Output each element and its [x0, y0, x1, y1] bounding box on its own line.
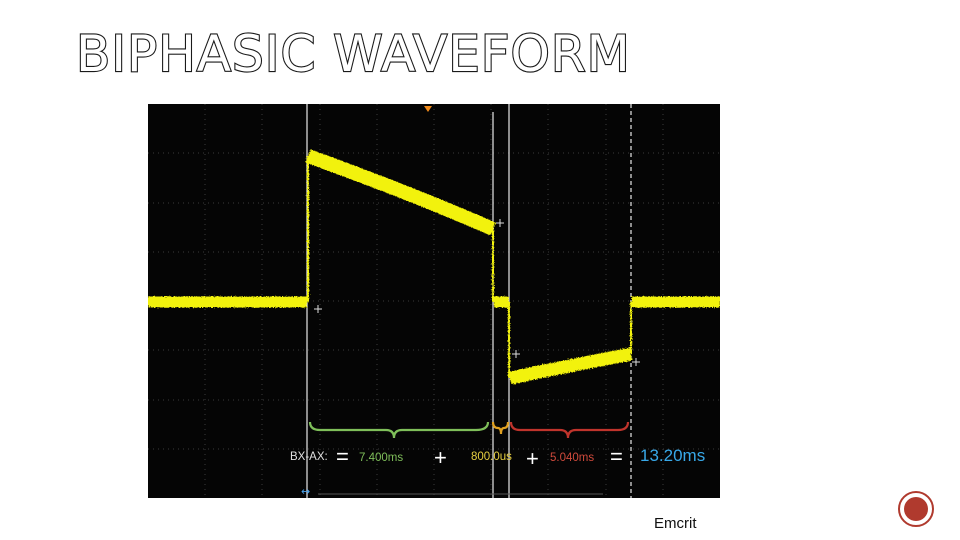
trigger-marker	[424, 106, 432, 112]
negative-phase	[508, 347, 633, 385]
slide-badge-dot	[904, 497, 928, 521]
positive-phase	[305, 149, 496, 236]
readout-equals-2: =	[610, 444, 623, 469]
oscilloscope-screen: BX-AX: = 7.400ms + 800.0us + 5.040ms = 1…	[148, 104, 720, 498]
readout-plus-1: +	[434, 445, 447, 470]
slide-badge-icon	[898, 491, 934, 527]
brace-gap	[491, 421, 510, 435]
waveform-trace	[148, 149, 720, 385]
brace-phase1	[308, 421, 490, 439]
brace-phase2	[509, 421, 630, 439]
waveform-plot: BX-AX: = 7.400ms + 800.0us + 5.040ms = 1…	[148, 104, 720, 498]
cursor-a-bottom-marker: ↔	[301, 485, 310, 498]
readout-equals-1: =	[336, 444, 349, 469]
readout-label: BX-AX:	[290, 451, 328, 463]
readout-plus-2: +	[526, 446, 539, 471]
readout-phase2: 5.040ms	[550, 452, 594, 464]
readout-total: 13.20ms	[640, 446, 705, 465]
readout-gap: 800.0us	[471, 451, 512, 463]
cursor-cross-markers	[314, 219, 640, 366]
readout-phase1: 7.400ms	[359, 452, 403, 464]
slide-title: BIPHASIC WAVEFORM	[75, 24, 631, 84]
image-credit: Emcrit	[654, 515, 697, 532]
